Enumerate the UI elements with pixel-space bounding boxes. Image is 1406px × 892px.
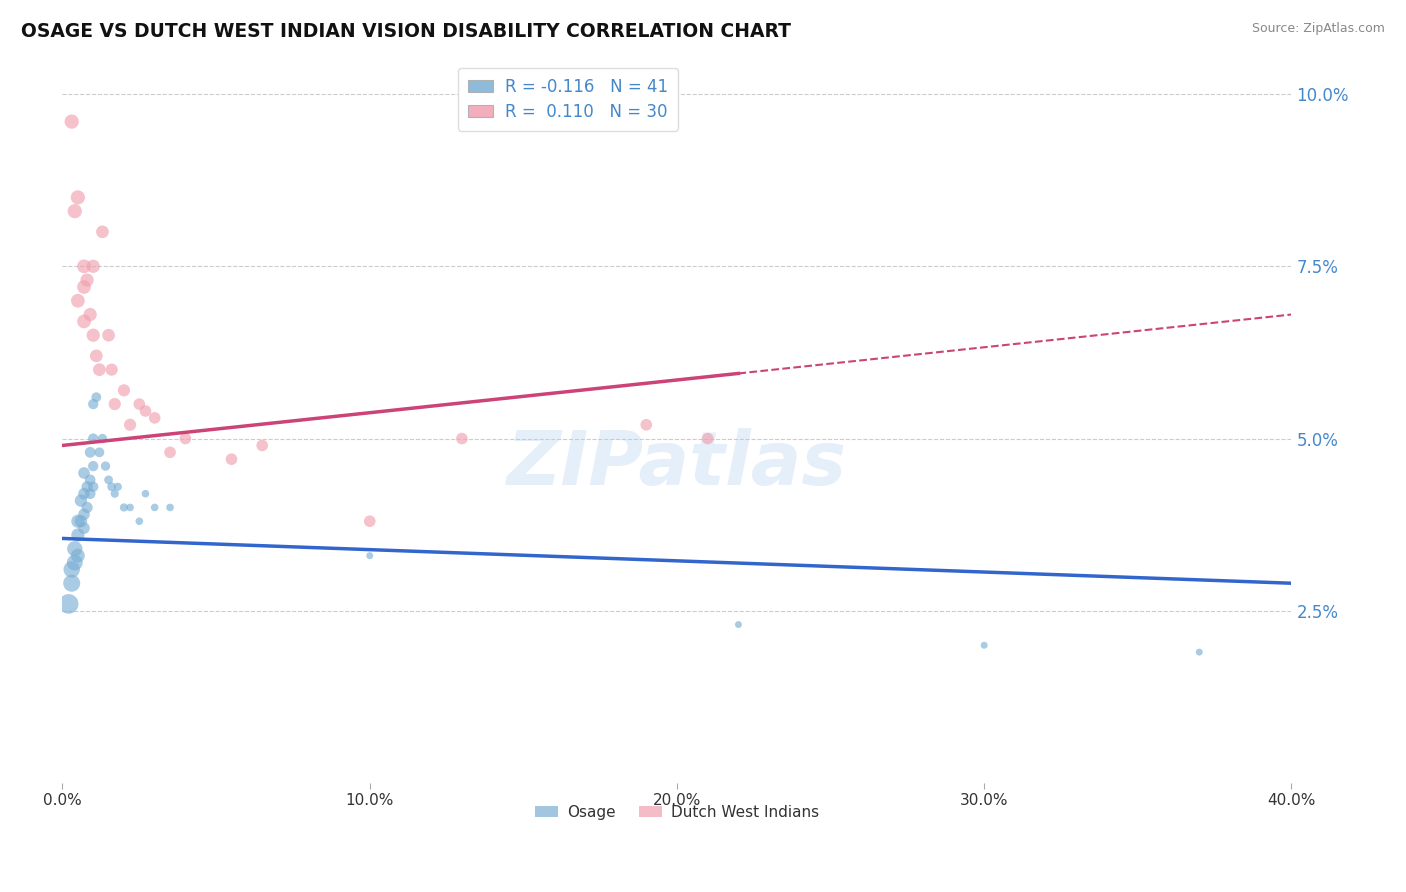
- Point: [66, 528, 89, 542]
- Point: [89, 362, 111, 376]
- Point: [100, 480, 122, 494]
- Text: ZIPatlas: ZIPatlas: [508, 428, 846, 501]
- Point: [79, 445, 101, 459]
- Text: Source: ZipAtlas.com: Source: ZipAtlas.com: [1251, 22, 1385, 36]
- Point: [63, 204, 86, 219]
- Point: [73, 466, 96, 480]
- Point: [1188, 645, 1211, 659]
- Point: [79, 473, 101, 487]
- Point: [82, 432, 104, 446]
- Point: [134, 486, 156, 500]
- Point: [66, 549, 89, 563]
- Point: [73, 280, 96, 294]
- Point: [134, 404, 156, 418]
- Point: [100, 362, 122, 376]
- Point: [70, 493, 93, 508]
- Point: [120, 500, 142, 515]
- Point: [73, 260, 96, 274]
- Point: [94, 459, 117, 474]
- Point: [973, 638, 995, 652]
- Point: [60, 114, 83, 128]
- Point: [84, 390, 107, 404]
- Point: [58, 597, 80, 611]
- Point: [359, 514, 381, 528]
- Point: [82, 397, 104, 411]
- Point: [143, 500, 166, 515]
- Legend: Osage, Dutch West Indians: Osage, Dutch West Indians: [529, 799, 825, 826]
- Point: [636, 417, 658, 432]
- Point: [82, 328, 104, 343]
- Point: [97, 473, 120, 487]
- Point: [159, 500, 181, 515]
- Point: [60, 562, 83, 576]
- Point: [73, 508, 96, 522]
- Point: [73, 521, 96, 535]
- Point: [250, 438, 273, 452]
- Point: [66, 514, 89, 528]
- Point: [89, 445, 111, 459]
- Point: [359, 549, 381, 563]
- Point: [159, 445, 181, 459]
- Point: [120, 417, 142, 432]
- Point: [97, 328, 120, 343]
- Point: [112, 500, 135, 515]
- Point: [79, 486, 101, 500]
- Point: [84, 349, 107, 363]
- Point: [79, 308, 101, 322]
- Point: [76, 500, 98, 515]
- Point: [66, 190, 89, 204]
- Point: [76, 273, 98, 287]
- Point: [73, 486, 96, 500]
- Point: [174, 432, 197, 446]
- Point: [107, 480, 129, 494]
- Point: [128, 397, 150, 411]
- Point: [91, 225, 114, 239]
- Point: [104, 397, 127, 411]
- Point: [66, 293, 89, 308]
- Point: [82, 260, 104, 274]
- Point: [63, 541, 86, 556]
- Point: [63, 556, 86, 570]
- Point: [727, 617, 749, 632]
- Point: [70, 514, 93, 528]
- Point: [104, 486, 127, 500]
- Point: [76, 480, 98, 494]
- Text: OSAGE VS DUTCH WEST INDIAN VISION DISABILITY CORRELATION CHART: OSAGE VS DUTCH WEST INDIAN VISION DISABI…: [21, 22, 792, 41]
- Point: [451, 432, 474, 446]
- Point: [60, 576, 83, 591]
- Point: [82, 480, 104, 494]
- Point: [143, 410, 166, 425]
- Point: [221, 452, 243, 467]
- Point: [82, 459, 104, 474]
- Point: [73, 314, 96, 328]
- Point: [128, 514, 150, 528]
- Point: [696, 432, 718, 446]
- Point: [91, 432, 114, 446]
- Point: [112, 384, 135, 398]
